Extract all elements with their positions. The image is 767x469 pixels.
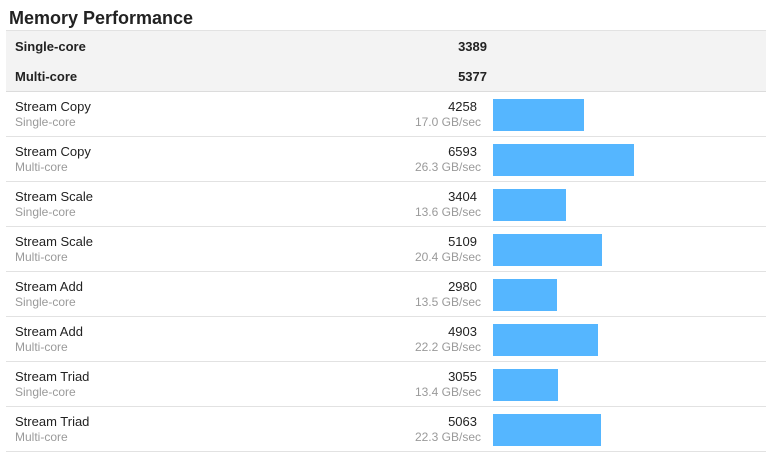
benchmark-rate: 13.4 GB/sec: [414, 385, 481, 399]
benchmark-mode: Single-core: [15, 295, 76, 309]
benchmark-bar: [493, 324, 598, 356]
benchmark-mode: Single-core: [15, 385, 76, 399]
benchmark-bar-track: [493, 99, 766, 131]
benchmark-score: 3404: [448, 189, 477, 204]
benchmark-row: Stream Copy Single-core 4258 17.0 GB/sec: [6, 92, 766, 137]
benchmark-bar-track: [493, 144, 766, 176]
benchmark-mode: Single-core: [15, 205, 76, 219]
benchmark-name: Stream Add: [15, 324, 83, 339]
benchmark-score: 4903: [448, 324, 477, 339]
benchmark-mode: Multi-core: [15, 430, 68, 444]
benchmark-bar-track: [493, 279, 766, 311]
benchmark-row: Stream Copy Multi-core 6593 26.3 GB/sec: [6, 137, 766, 182]
benchmark-score: 2980: [448, 279, 477, 294]
benchmark-score: 5109: [448, 234, 477, 249]
benchmark-row: Stream Add Single-core 2980 13.5 GB/sec: [6, 272, 766, 317]
summary-label: Single-core: [15, 39, 86, 54]
benchmark-rate: 22.2 GB/sec: [414, 340, 481, 354]
summary-row-multi-core: Multi-core 5377: [6, 61, 766, 92]
summary-score: 5377: [458, 69, 487, 84]
benchmark-name: Stream Add: [15, 279, 83, 294]
memory-performance-section: Memory Performance Single-core 3389 Mult…: [6, 8, 766, 452]
benchmark-bar: [493, 369, 558, 401]
benchmark-bar: [493, 189, 566, 221]
benchmark-row: Stream Triad Single-core 3055 13.4 GB/se…: [6, 362, 766, 407]
benchmark-mode: Multi-core: [15, 340, 68, 354]
benchmark-bar: [493, 414, 601, 446]
benchmark-name: Stream Triad: [15, 414, 90, 429]
benchmark-row: Stream Triad Multi-core 5063 22.3 GB/sec: [6, 407, 766, 452]
benchmark-rate: 26.3 GB/sec: [414, 160, 481, 174]
benchmark-bar: [493, 99, 584, 131]
benchmark-bar-track: [493, 414, 766, 446]
summary-score: 3389: [458, 39, 487, 54]
benchmark-row: Stream Scale Single-core 3404 13.6 GB/se…: [6, 182, 766, 227]
benchmark-row: Stream Add Multi-core 4903 22.2 GB/sec: [6, 317, 766, 362]
summary-row-single-core: Single-core 3389: [6, 31, 766, 61]
benchmark-score: 3055: [448, 369, 477, 384]
benchmark-name: Stream Triad: [15, 369, 90, 384]
section-title: Memory Performance: [9, 8, 194, 28]
benchmark-bar: [493, 234, 602, 266]
benchmark-bar-track: [493, 369, 766, 401]
benchmark-bar-track: [493, 189, 766, 221]
benchmark-row: Stream Scale Multi-core 5109 20.4 GB/sec: [6, 227, 766, 272]
benchmark-bar: [493, 279, 557, 311]
benchmark-score: 4258: [448, 99, 477, 114]
benchmark-bar-track: [493, 324, 766, 356]
benchmark-mode: Multi-core: [15, 160, 68, 174]
benchmark-bar: [493, 144, 634, 176]
benchmark-rate: 20.4 GB/sec: [414, 250, 481, 264]
summary-label: Multi-core: [15, 69, 78, 84]
benchmark-mode: Single-core: [15, 115, 76, 129]
benchmark-name: Stream Copy: [15, 99, 91, 114]
benchmark-rate: 22.3 GB/sec: [414, 430, 481, 444]
benchmark-score: 5063: [448, 414, 477, 429]
benchmark-rate: 13.5 GB/sec: [414, 295, 481, 309]
benchmark-rate: 17.0 GB/sec: [414, 115, 481, 129]
benchmark-name: Stream Scale: [15, 189, 94, 204]
benchmark-score: 6593: [448, 144, 477, 159]
benchmark-name: Stream Scale: [15, 234, 94, 249]
benchmark-bar-track: [493, 234, 766, 266]
benchmark-mode: Multi-core: [15, 250, 68, 264]
memory-performance-table: Single-core 3389 Multi-core 5377 Stream …: [6, 30, 766, 452]
benchmark-rate: 13.6 GB/sec: [414, 205, 481, 219]
benchmark-name: Stream Copy: [15, 144, 91, 159]
